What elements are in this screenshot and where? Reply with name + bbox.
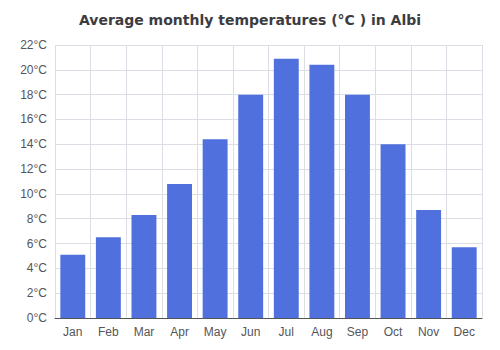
svg-text:0°C: 0°C xyxy=(27,311,47,325)
svg-text:Sep: Sep xyxy=(347,325,369,339)
svg-text:6°C: 6°C xyxy=(27,237,47,251)
svg-text:18°C: 18°C xyxy=(20,88,47,102)
svg-text:2°C: 2°C xyxy=(27,286,47,300)
svg-text:Dec: Dec xyxy=(454,325,475,339)
svg-text:12°C: 12°C xyxy=(20,162,47,176)
svg-text:Oct: Oct xyxy=(384,325,403,339)
svg-text:May: May xyxy=(204,325,227,339)
svg-text:Apr: Apr xyxy=(170,325,189,339)
svg-text:Feb: Feb xyxy=(98,325,119,339)
svg-text:Aug: Aug xyxy=(311,325,332,339)
svg-text:8°C: 8°C xyxy=(27,212,47,226)
svg-text:14°C: 14°C xyxy=(20,137,47,151)
svg-text:22°C: 22°C xyxy=(20,38,47,52)
svg-text:20°C: 20°C xyxy=(20,63,47,77)
svg-text:Jan: Jan xyxy=(63,325,82,339)
svg-text:Jun: Jun xyxy=(241,325,260,339)
svg-text:4°C: 4°C xyxy=(27,261,47,275)
svg-text:Mar: Mar xyxy=(134,325,155,339)
svg-text:Average monthly temperatures (: Average monthly temperatures (°C ) in Al… xyxy=(79,12,421,28)
svg-text:10°C: 10°C xyxy=(20,187,47,201)
svg-text:Jul: Jul xyxy=(279,325,294,339)
svg-text:16°C: 16°C xyxy=(20,112,47,126)
svg-text:Nov: Nov xyxy=(418,325,439,339)
